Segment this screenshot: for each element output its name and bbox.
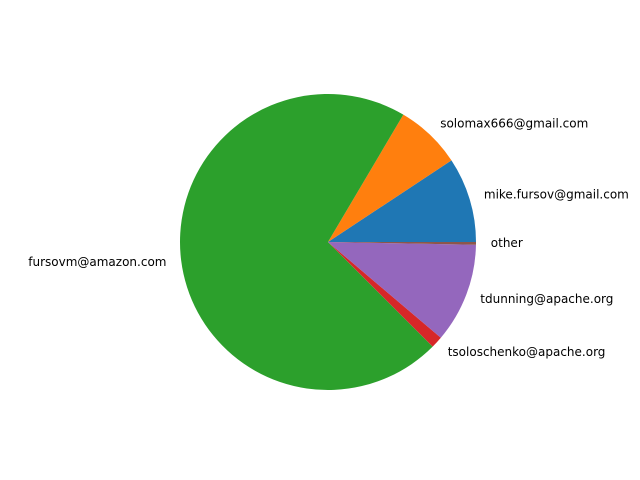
pie-slice-other <box>328 242 476 245</box>
pie-label-other: other <box>491 236 523 250</box>
pie-slices <box>179 93 476 390</box>
pie-slice-solomax666-gmail-com <box>328 114 452 242</box>
pie-slice-tdunning-apache-org <box>328 242 476 338</box>
pie-label-tsoloschenko-apache-org: tsoloschenko@apache.org <box>448 345 606 359</box>
pie-label-solomax666-gmail-com: solomax666@gmail.com <box>440 117 588 131</box>
pie-slice-tsoloschenko-apache-org <box>328 242 441 347</box>
pie-labels: mike.fursov@gmail.com solomax666@gmail.co… <box>28 117 629 359</box>
pie-slice-fursovm-amazon-com <box>179 93 433 390</box>
pie-slice-mike-fursov-gmail-com <box>328 160 476 242</box>
pie-label-mike-fursov-gmail-com: mike.fursov@gmail.com <box>484 188 629 202</box>
pie-label-fursovm-amazon-com: fursovm@amazon.com <box>28 255 166 269</box>
pie-label-tdunning-apache-org: tdunning@apache.org <box>480 292 613 306</box>
